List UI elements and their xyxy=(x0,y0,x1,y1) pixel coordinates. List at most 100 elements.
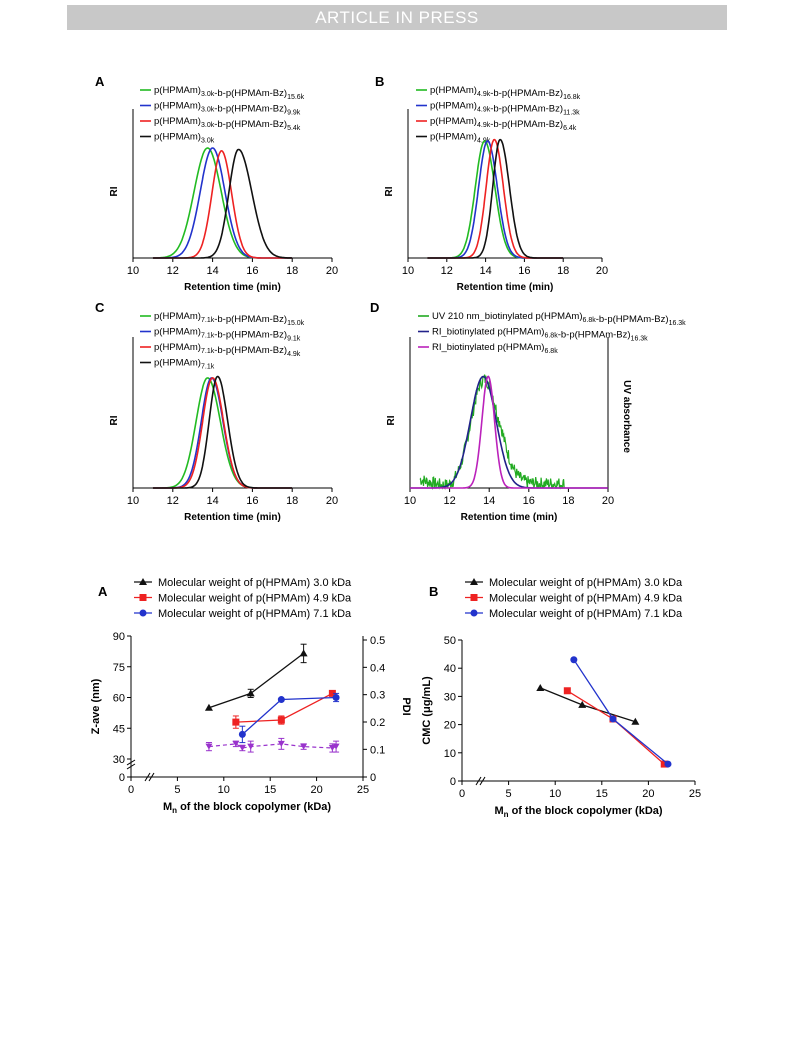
chart-gpcC: Cp(HPMAm)7.1k-b-p(HPMAm-Bz)15.0kp(HPMAm)… xyxy=(95,300,338,523)
x-tick-label: 10 xyxy=(127,265,139,277)
marker-triangle xyxy=(578,700,587,708)
panel-label: A xyxy=(98,584,108,599)
x-tick-label: 20 xyxy=(602,495,614,507)
x-tick-label: 14 xyxy=(206,495,218,507)
x-tick-label: 12 xyxy=(167,495,179,507)
chart-gpcD: D UV 210 nm_biotinylated p(HPMAm)6.8k-b-p… xyxy=(370,300,686,523)
marker-triangle xyxy=(470,578,478,585)
y2-tick-label: 0.4 xyxy=(370,662,385,674)
x-tick-label: 10 xyxy=(402,265,414,277)
x-axis-title: Mn of the block copolymer (kDa) xyxy=(494,805,662,819)
series-line xyxy=(152,377,292,489)
legend-entry: Molecular weight of p(HPMAm) 3.0 kDa xyxy=(158,577,352,589)
y-tick-label: 0 xyxy=(450,776,456,788)
x-tick-label: 20 xyxy=(310,784,322,796)
legend-entry: Molecular weight of p(HPMAm) 4.9 kDa xyxy=(489,593,683,605)
x-tick-label: 25 xyxy=(689,788,701,800)
x-tick-label: 12 xyxy=(443,495,455,507)
y-axis-title: RI xyxy=(109,415,120,425)
legend-entry: p(HPMAm)7.1k-b-p(HPMAm-Bz)9.1k xyxy=(154,327,301,343)
y-axis-title: RI xyxy=(384,186,395,196)
x-tick-label: 14 xyxy=(206,265,218,277)
marker-square xyxy=(277,716,285,724)
marker-square xyxy=(139,594,147,601)
y-tick-label: 40 xyxy=(444,663,456,675)
marker-triangle xyxy=(204,703,213,711)
marker-square xyxy=(660,760,668,768)
x-tick-label: 16 xyxy=(246,495,258,507)
pdi-point xyxy=(300,743,308,750)
legend-entry: RI_biotinylated p(HPMAm)6.8k-b-p(HPMAm-B… xyxy=(432,327,648,343)
y-axis-title: Z-ave (nm) xyxy=(90,678,102,734)
x-tick-label: 15 xyxy=(596,788,608,800)
x-axis-title: Retention time (min) xyxy=(457,282,554,293)
legend-entry: p(HPMAm)7.1k-b-p(HPMAm-Bz)4.9k xyxy=(154,342,301,358)
legend-entry: p(HPMAm)3.0k-b-p(HPMAm-Bz)15.6k xyxy=(154,85,305,101)
y2-tick-label: 0.1 xyxy=(370,744,385,756)
x-tick-label: 14 xyxy=(479,265,491,277)
x-axis-title: Retention time (min) xyxy=(184,282,281,293)
series-line xyxy=(410,375,608,489)
marker-circle xyxy=(277,696,285,704)
legend-entry: Molecular weight of p(HPMAm) 3.0 kDa xyxy=(489,577,683,589)
panel-label: D xyxy=(370,300,379,315)
marker-square xyxy=(232,718,240,726)
axis-break xyxy=(479,776,486,786)
panel-label: C xyxy=(95,300,105,315)
x-tick-label: 20 xyxy=(326,495,338,507)
series-line xyxy=(152,148,292,259)
axis-break xyxy=(148,772,155,782)
marker-circle xyxy=(664,760,672,768)
x-tick-label: 10 xyxy=(218,784,230,796)
x-tick-label: 20 xyxy=(596,265,608,277)
marker-square xyxy=(470,594,478,601)
pdi-point xyxy=(238,744,246,751)
x-tick-label: 25 xyxy=(357,784,369,796)
marker-circle xyxy=(470,609,478,617)
y-axis-title: RI xyxy=(109,186,120,196)
legend-entry: RI_biotinylated p(HPMAm)6.8k xyxy=(432,342,558,355)
series-line xyxy=(152,147,292,259)
y-axis-title: CMC (μg/mL) xyxy=(421,676,433,745)
legend-entry: p(HPMAm)4.9k xyxy=(430,132,491,145)
legend-entry: UV 210 nm_biotinylated p(HPMAm)6.8k-b-p(… xyxy=(432,311,686,327)
x-tick-label: 16 xyxy=(518,265,530,277)
marker-triangle xyxy=(139,578,147,585)
chart-gpcA: Ap(HPMAm)3.0k-b-p(HPMAm-Bz)15.6kp(HPMAm)… xyxy=(95,74,338,293)
pdi-point xyxy=(205,743,213,750)
article-in-press-banner: ARTICLE IN PRESS xyxy=(67,5,727,30)
marker-triangle xyxy=(299,649,308,657)
legend-entry: p(HPMAm)4.9k-b-p(HPMAm-Bz)16.8k xyxy=(430,85,581,101)
x-tick-label: 0 xyxy=(459,788,465,800)
y-tick-label: 30 xyxy=(113,754,125,766)
chart-gpcB: Bp(HPMAm)4.9k-b-p(HPMAm-Bz)16.8k p(HPMAm)… xyxy=(375,74,608,293)
x-axis-title: Retention time (min) xyxy=(461,512,558,523)
marker-triangle xyxy=(536,683,545,691)
series-line xyxy=(427,138,563,259)
pdi-point xyxy=(247,743,255,750)
chart-zaveA: A Molecular weight of p(HPMAm) 3.0 kDa Mol… xyxy=(90,577,412,815)
legend-entry: p(HPMAm)3.0k xyxy=(154,132,215,145)
legend-entry: p(HPMAm)3.0k-b-p(HPMAm-Bz)9.9k xyxy=(154,101,301,117)
y-tick-label: 45 xyxy=(113,723,125,735)
marker-circle xyxy=(139,609,147,617)
series-line xyxy=(573,659,669,765)
marker-triangle xyxy=(246,689,255,697)
marker-square xyxy=(563,687,571,695)
marker-circle xyxy=(332,694,340,701)
axis-break xyxy=(126,759,136,766)
y-axis-title: RI xyxy=(386,415,397,425)
marker-square xyxy=(328,689,336,697)
marker-triangle xyxy=(631,717,640,725)
legend-entry: p(HPMAm)7.1k xyxy=(154,358,215,371)
legend-entry: Molecular weight of p(HPMAm) 4.9 kDa xyxy=(158,593,352,605)
x-tick-label: 20 xyxy=(326,265,338,277)
y2-tick-label: 0.2 xyxy=(370,717,385,729)
axis-break xyxy=(126,763,136,770)
chart-cmcB: B Molecular weight of p(HPMAm) 3.0 kDa Mol… xyxy=(421,577,701,819)
y-tick-label: 60 xyxy=(113,693,125,705)
panel-label: B xyxy=(375,74,384,89)
axis-break xyxy=(144,772,151,782)
y-tick-label: 30 xyxy=(444,691,456,703)
series-line xyxy=(540,687,636,723)
